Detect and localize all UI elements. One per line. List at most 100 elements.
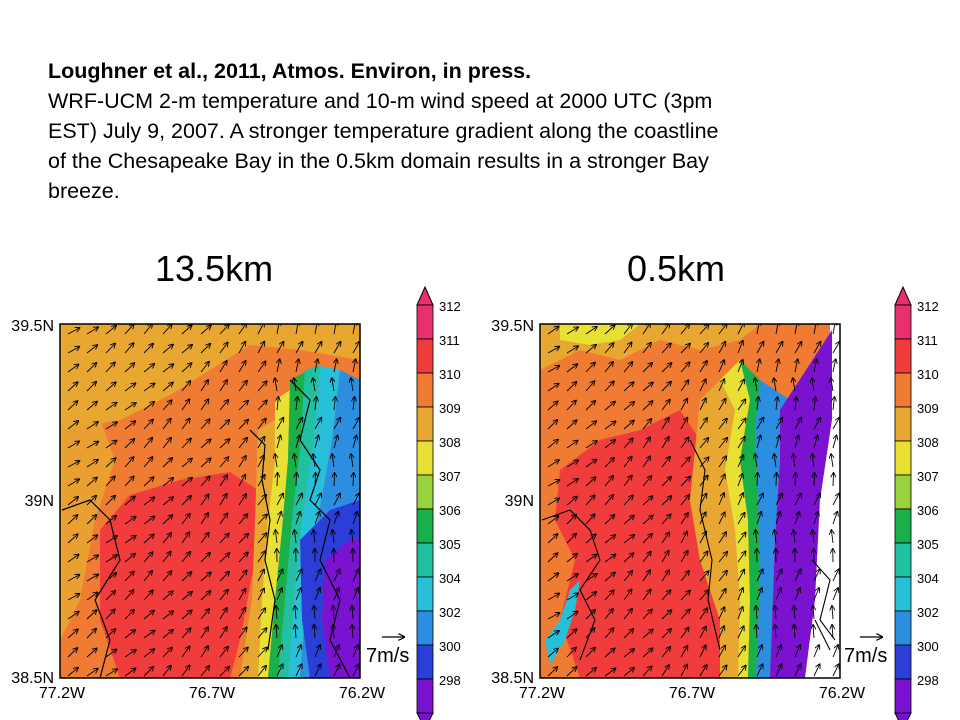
wind-arrow-icon — [680, 324, 689, 335]
wind-arrow-icon — [661, 418, 669, 430]
field-309-west — [60, 420, 115, 640]
wind-arrow-icon — [794, 435, 799, 449]
wind-arrow-icon — [737, 588, 743, 601]
wind-arrow-icon — [756, 435, 761, 449]
colorbar-cell-302 — [894, 610, 912, 646]
wind-arrow-icon — [124, 476, 134, 487]
x-axis-0-5km: 77.2W 76.7W 76.2W — [519, 685, 866, 702]
wind-arrow-icon — [86, 629, 96, 639]
colorbar-cell-307 — [894, 474, 912, 510]
wind-arrow-icon — [642, 456, 650, 468]
colorbar-cell-306 — [894, 508, 912, 544]
wind-arrow-icon — [774, 454, 776, 468]
wind-arrow-icon — [623, 495, 633, 506]
wind-arrow-icon — [775, 645, 781, 658]
wind-arrow-icon — [566, 629, 577, 639]
wind-arrow-icon — [238, 494, 246, 506]
wind-arrow-icon — [124, 536, 136, 544]
wind-arrow-icon — [162, 648, 172, 658]
wind-arrow-icon — [718, 419, 727, 430]
wind-arrow-icon — [200, 627, 208, 639]
wind-arrow-icon — [832, 588, 838, 601]
wind-arrow-icon — [832, 512, 837, 525]
colorbar-label-309: 309 — [917, 401, 939, 416]
wind-arrow-icon — [775, 606, 776, 620]
wind-arrow-icon — [105, 403, 117, 411]
wind-arrow-icon — [623, 629, 633, 639]
wind-arrow-icon — [623, 516, 634, 525]
wind-arrow-icon — [604, 668, 615, 677]
wind-arrow-icon — [718, 589, 726, 601]
ref-vector-label: 7m/s — [366, 645, 409, 667]
wind-arrow-icon — [277, 359, 280, 373]
wind-arrow-icon — [67, 497, 78, 506]
wind-arrow-icon — [313, 378, 315, 392]
wind-arrow-icon — [680, 362, 690, 373]
wind-arrow-icon — [124, 457, 133, 468]
wind-arrow-icon — [181, 552, 190, 563]
wind-arrow-icon — [238, 514, 247, 525]
wind-arrow-icon — [585, 495, 595, 506]
wind-arrow-icon — [238, 608, 246, 620]
y-tick-38-5n: 38.5N — [491, 670, 534, 687]
wind-arrow-icon — [585, 345, 596, 354]
wind-arrow-icon — [105, 382, 116, 392]
wind-arrow-icon — [737, 666, 746, 677]
wind-arrow-icon — [275, 378, 277, 392]
wind-arrow-icon — [162, 400, 172, 411]
wind-arrow-icon — [219, 590, 228, 601]
wind-arrow-icon — [86, 648, 97, 658]
wind-arrow-icon — [814, 397, 815, 411]
wind-arrow-icon — [718, 665, 727, 677]
wind-arrow-icon — [295, 625, 296, 639]
wind-arrow-icon — [86, 345, 97, 354]
colorbar-top-triangle — [894, 285, 912, 306]
wind-arrow-icon — [332, 454, 334, 468]
wind-arrow-icon — [585, 441, 597, 449]
wind-arrow-icon — [832, 435, 837, 449]
wind-arrow-icon — [219, 572, 229, 582]
wind-arrow-icon — [680, 646, 687, 658]
wind-arrow-icon — [566, 593, 578, 601]
wind-arrow-icon — [257, 628, 267, 639]
wind-arrow-icon — [238, 361, 246, 373]
wind-arrow-icon — [661, 665, 669, 677]
wind-arrow-icon — [105, 609, 115, 620]
wind-arrow-icon — [219, 647, 228, 658]
wind-arrow-icon — [718, 552, 727, 563]
wind-arrow-icon — [181, 399, 189, 411]
wind-arrow-icon — [623, 362, 632, 373]
wind-arrow-icon — [86, 535, 97, 544]
wind-arrow-icon — [181, 325, 192, 335]
x-tick-77-2w: 77.2W — [519, 685, 566, 702]
wind-arrow-icon — [86, 515, 96, 525]
wind-arrow-icon — [353, 324, 355, 335]
wind-arrow-icon — [756, 625, 757, 639]
wind-arrow-icon — [105, 629, 115, 639]
field-298-bay — [322, 540, 360, 678]
wind-arrow-icon — [566, 327, 578, 335]
wind-arrow-icon — [661, 570, 669, 582]
wind-arrow-icon — [219, 325, 229, 335]
wind-arrow-icon — [238, 438, 247, 449]
wind-arrow-icon — [699, 457, 709, 468]
wind-arrow-icon — [124, 517, 136, 525]
wind-arrow-icon — [547, 420, 557, 430]
wind-arrow-icon — [238, 475, 245, 487]
wind-arrow-icon — [200, 513, 208, 525]
wind-arrow-icon — [238, 324, 246, 335]
wind-arrow-icon — [756, 512, 761, 525]
wind-arrow-icon — [585, 363, 595, 373]
colorbar-label-308: 308 — [439, 435, 461, 450]
wind-arrow-icon — [604, 648, 615, 658]
wind-arrow-icon — [737, 360, 743, 373]
wind-arrow-icon — [718, 399, 726, 411]
wind-arrow-icon — [794, 494, 801, 506]
wind-arrow-icon — [67, 612, 79, 620]
wind-arrow-icon — [718, 607, 724, 620]
field-311-core — [100, 472, 258, 678]
caption-line-3: of the Chesapeake Bay in the 0.5km domai… — [48, 149, 709, 173]
wind-arrow-icon — [793, 530, 795, 544]
wind-arrow-icon — [295, 664, 302, 677]
wind-arrow-icon — [832, 494, 839, 506]
